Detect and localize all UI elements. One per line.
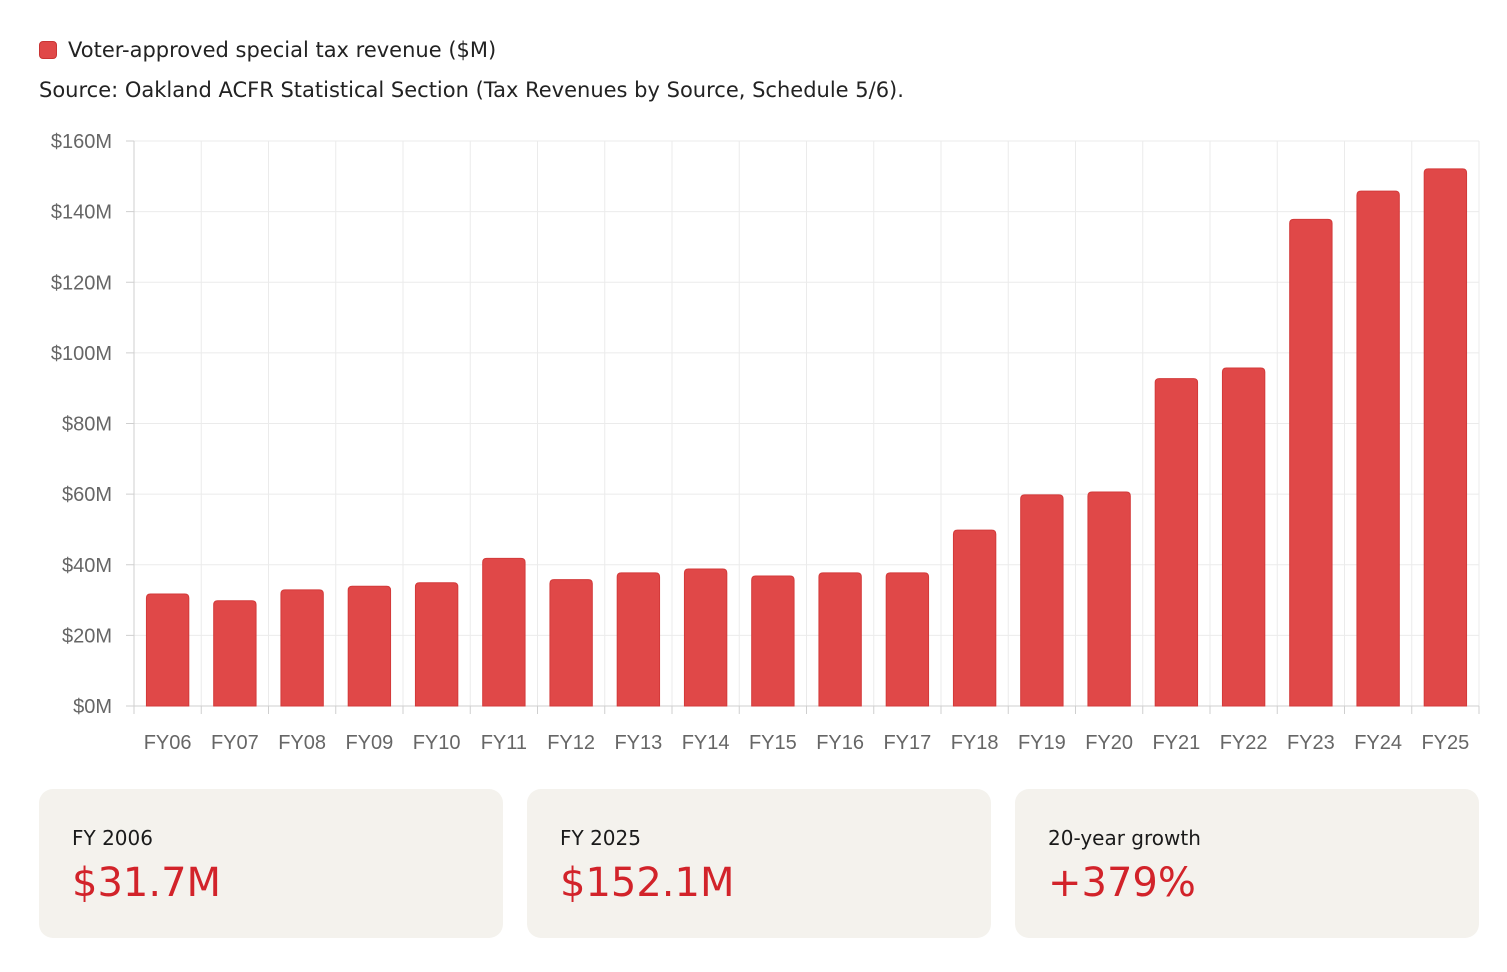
bar-fy13[interactable] xyxy=(616,572,661,707)
bar-fy25[interactable] xyxy=(1423,168,1468,707)
x-tick-label: FY15 xyxy=(749,732,797,754)
x-tick-label: FY25 xyxy=(1421,732,1469,754)
x-tick-label: FY14 xyxy=(682,732,730,754)
bar-fy07[interactable] xyxy=(213,600,257,707)
x-tick-label: FY20 xyxy=(1085,732,1133,754)
x-tick-label: FY23 xyxy=(1287,732,1335,754)
card-fy2025: FY 2025 $152.1M xyxy=(527,789,991,938)
card-label: FY 2025 xyxy=(560,826,641,850)
bar-fy22[interactable] xyxy=(1221,367,1266,707)
x-axis-ticks: FY06 FY07 FY08 FY09 FY10 FY11 FY12 FY13 FY14 FY15… xyxy=(144,732,1470,754)
x-tick-label: FY18 xyxy=(951,732,999,754)
summary-cards: FY 2006 $31.7M FY 2025 $152.1M 20-year g… xyxy=(39,789,1479,938)
bar-fy17[interactable] xyxy=(885,572,930,707)
bar-fy11[interactable] xyxy=(482,557,526,707)
x-tick-label: FY12 xyxy=(547,732,595,754)
x-tick-label: FY24 xyxy=(1354,732,1402,754)
x-tick-label: FY10 xyxy=(413,732,461,754)
chart-source-note: Source: Oakland ACFR Statistical Section… xyxy=(39,78,904,102)
bar-chart: $0M$20M$40M$60M$80M$100M$120M$140M$160M … xyxy=(51,131,1480,754)
card-value: $152.1M xyxy=(560,860,735,906)
y-tick-label: $140M xyxy=(51,202,112,224)
bar-fy24[interactable] xyxy=(1356,190,1400,707)
bar-fy23[interactable] xyxy=(1289,218,1333,707)
x-tick-label: FY17 xyxy=(883,732,931,754)
legend-swatch xyxy=(39,41,57,59)
card-fy2006: FY 2006 $31.7M xyxy=(39,789,503,938)
bar-fy10[interactable] xyxy=(414,582,459,707)
chart-legend: Voter-approved special tax revenue ($M) xyxy=(39,36,496,64)
card-label: FY 2006 xyxy=(72,826,153,850)
bar-fy15[interactable] xyxy=(751,575,795,707)
x-tick-label: FY19 xyxy=(1018,732,1066,754)
x-tick-label: FY21 xyxy=(1152,732,1200,754)
x-tick-label: FY07 xyxy=(211,732,259,754)
bar-fy21[interactable] xyxy=(1154,378,1199,707)
x-tick-label: FY13 xyxy=(614,732,662,754)
bar-fy20[interactable] xyxy=(1087,491,1131,707)
card-value: +379% xyxy=(1048,860,1196,906)
x-tick-label: FY08 xyxy=(278,732,326,754)
bar-fy12[interactable] xyxy=(549,579,593,707)
y-tick-label: $40M xyxy=(62,555,112,577)
x-tick-label: FY09 xyxy=(345,732,393,754)
bar-fy06[interactable] xyxy=(145,593,190,707)
bar-fy16[interactable] xyxy=(818,572,862,707)
y-tick-label: $20M xyxy=(62,625,112,647)
y-tick-label: $60M xyxy=(62,484,112,506)
card-growth: 20-year growth +379% xyxy=(1015,789,1479,938)
y-tick-label: $0M xyxy=(73,696,112,718)
bar-fy18[interactable] xyxy=(952,529,997,707)
legend-label: Voter-approved special tax revenue ($M) xyxy=(68,38,497,62)
card-label: 20-year growth xyxy=(1048,826,1201,850)
y-tick-label: $120M xyxy=(51,272,112,294)
y-tick-label: $100M xyxy=(51,343,112,365)
x-tick-label: FY11 xyxy=(481,732,527,754)
y-tick-label: $160M xyxy=(51,131,112,153)
bar-fy08[interactable] xyxy=(280,589,324,707)
x-tick-label: FY06 xyxy=(144,732,192,754)
y-axis-ticks: $0M $20M $40M $60M $80M $100M $120M $140M $160M xyxy=(51,131,112,718)
chart-axes xyxy=(126,140,1480,714)
bar-fy14[interactable] xyxy=(683,568,728,707)
bar-fy19[interactable] xyxy=(1020,494,1064,707)
bar-series xyxy=(145,168,1468,707)
x-tick-label: FY22 xyxy=(1220,732,1268,754)
bar-fy09[interactable] xyxy=(347,585,392,707)
card-value: $31.7M xyxy=(72,860,222,906)
y-tick-label: $80M xyxy=(62,414,112,436)
x-tick-label: FY16 xyxy=(816,732,864,754)
chart-grid xyxy=(134,140,1480,706)
